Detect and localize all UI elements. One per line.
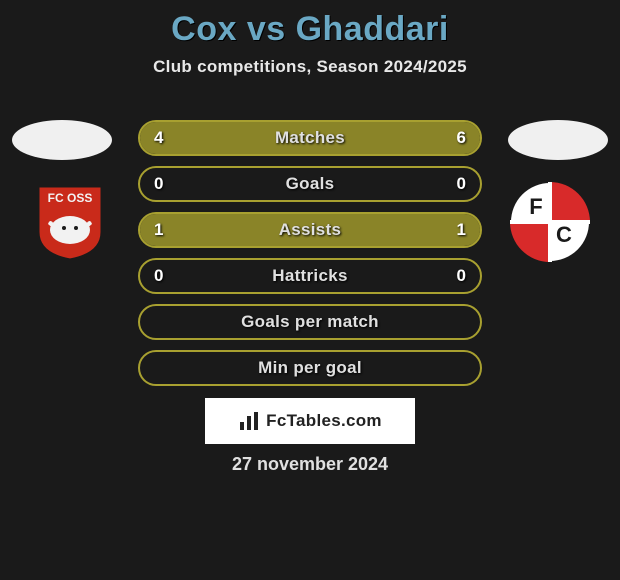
page-subtitle: Club competitions, Season 2024/2025 [0, 57, 620, 77]
stat-row: 0 0 Goals [138, 166, 482, 202]
stat-label: Assists [279, 220, 342, 240]
stat-value-left: 0 [154, 174, 163, 194]
stat-label: Matches [275, 128, 345, 148]
stats-container: 4 6 Matches 0 0 Goals 1 1 Assists 0 0 Hattricks Goal… [138, 120, 482, 396]
footer-brand-text: FcTables.com [266, 411, 382, 431]
stat-label: Hattricks [272, 266, 347, 286]
fc-utrecht-circle-icon: F C [508, 180, 592, 264]
stat-value-right: 1 [457, 220, 466, 240]
stat-row: 0 0 Hattricks [138, 258, 482, 294]
club-logo-right: F C [508, 180, 592, 264]
stat-row: 1 1 Assists [138, 212, 482, 248]
stat-row: Goals per match [138, 304, 482, 340]
stat-value-right: 0 [457, 266, 466, 286]
fctables-bars-icon [238, 410, 260, 432]
stat-value-right: 6 [457, 128, 466, 148]
club-logo-right-f: F [529, 194, 542, 219]
stat-row: Min per goal [138, 350, 482, 386]
stat-value-right: 0 [457, 174, 466, 194]
page-title: Cox vs Ghaddari [0, 0, 620, 49]
club-logo-left: FC OSS [28, 180, 112, 264]
stat-value-left: 4 [154, 128, 163, 148]
fc-oss-shield-icon: FC OSS [28, 180, 112, 264]
player-photo-left [12, 120, 112, 160]
stat-label: Goals per match [241, 312, 379, 332]
date-label: 27 november 2024 [0, 454, 620, 475]
stat-value-left: 1 [154, 220, 163, 240]
club-logo-right-c: C [556, 222, 572, 247]
footer-brand: FcTables.com [205, 398, 415, 444]
stat-row: 4 6 Matches [138, 120, 482, 156]
stat-value-left: 0 [154, 266, 163, 286]
club-logo-left-text: FC OSS [48, 191, 93, 205]
player-photo-right [508, 120, 608, 160]
stat-label: Min per goal [258, 358, 362, 378]
stat-label: Goals [286, 174, 335, 194]
